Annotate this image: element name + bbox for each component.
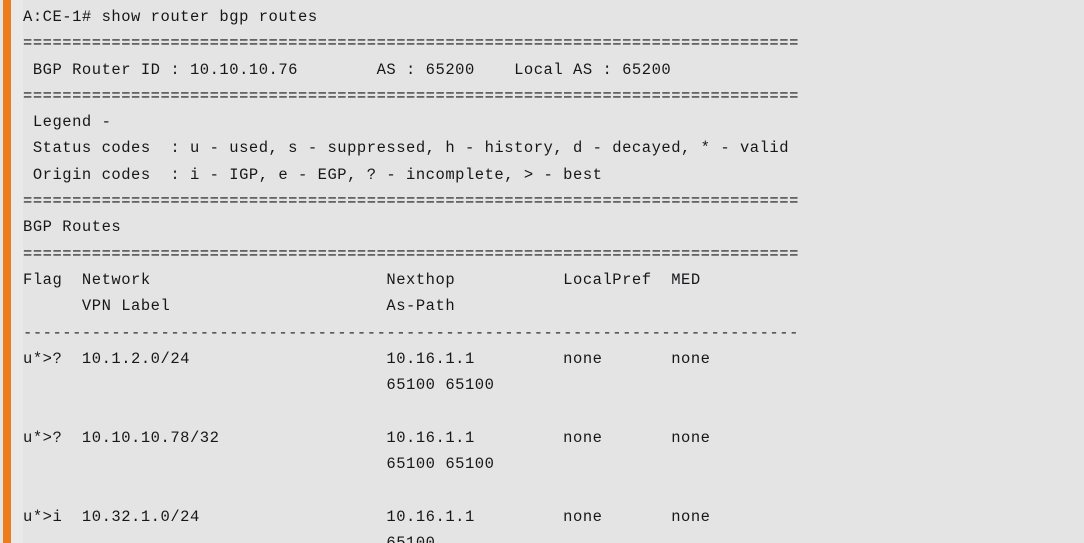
column-header-row-1: Flag Network Nexthop LocalPref MED — [23, 270, 701, 289]
table-row: u*>? 10.1.2.0/24 10.16.1.1 none none — [23, 349, 711, 368]
table-row-continuation: 65100 — [23, 533, 436, 543]
row-spacer — [23, 398, 1084, 424]
separator-equals-after-legend: ========================================… — [23, 192, 799, 211]
prompt-command-line: A:CE-1# show router bgp routes — [23, 8, 318, 26]
separator-equals-top: ========================================… — [23, 34, 799, 53]
separator-equals-after-section-title: ========================================… — [23, 244, 799, 263]
table-row-continuation: 65100 65100 — [23, 376, 495, 395]
column-header-row-2: VPN Label As-Path — [23, 297, 456, 316]
section-title-bgp-routes: BGP Routes — [23, 218, 122, 237]
table-row: u*>i 10.32.1.0/24 10.16.1.1 none none — [23, 507, 711, 526]
legend-title: Legend - — [23, 113, 112, 132]
legend-status-codes: Status codes : u - used, s - suppressed,… — [23, 139, 790, 158]
legend-origin-codes: Origin codes : i - IGP, e - EGP, ? - inc… — [23, 165, 603, 184]
terminal-output[interactable]: A:CE-1# show router bgp routes =========… — [23, 0, 1084, 543]
left-gutter — [11, 0, 23, 543]
separator-equals-after-router-info: ========================================… — [23, 86, 799, 105]
row-spacer — [23, 477, 1084, 503]
accent-bar — [3, 0, 11, 543]
bgp-router-info-line: BGP Router ID : 10.10.10.76 AS : 65200 L… — [23, 60, 672, 79]
separator-dashes-header: ----------------------------------------… — [23, 323, 799, 342]
table-row-continuation: 65100 65100 — [23, 455, 495, 474]
table-row: u*>? 10.10.10.78/32 10.16.1.1 none none — [23, 428, 711, 447]
